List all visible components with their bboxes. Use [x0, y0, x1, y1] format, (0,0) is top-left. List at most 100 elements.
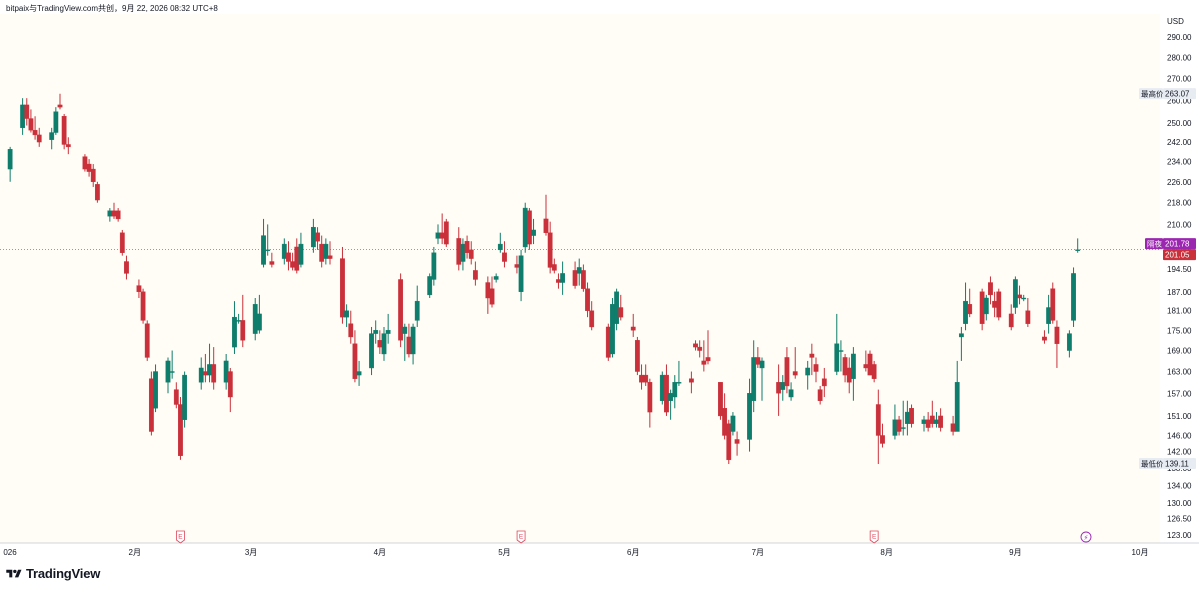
candle-down[interactable] [817, 389, 823, 401]
candle-down[interactable] [705, 357, 711, 362]
candle-down[interactable] [377, 340, 383, 348]
candle-down[interactable] [286, 252, 291, 262]
candle-up[interactable] [402, 326, 408, 334]
candle-up[interactable] [659, 374, 665, 401]
candle-down[interactable] [443, 221, 449, 245]
candle-up[interactable] [1012, 279, 1018, 308]
candle-down[interactable] [639, 374, 644, 383]
candle-down[interactable] [543, 218, 549, 233]
candle-up[interactable] [958, 333, 964, 338]
candle-up[interactable] [252, 304, 258, 334]
candle-up[interactable] [904, 411, 910, 424]
candle-up[interactable] [493, 276, 499, 280]
candle-up[interactable] [576, 267, 582, 274]
candle-up[interactable] [497, 243, 503, 251]
candle-up[interactable] [431, 252, 437, 280]
candle-down[interactable] [1008, 313, 1014, 328]
candle-down[interactable] [136, 285, 142, 292]
candle-down[interactable] [211, 364, 217, 383]
candle-down[interactable] [643, 374, 649, 383]
candle-down[interactable] [398, 279, 404, 341]
candle-down[interactable] [439, 232, 445, 239]
candle-down[interactable] [734, 439, 740, 444]
candle-up[interactable] [107, 210, 113, 217]
candle-up[interactable] [356, 371, 362, 376]
earnings-marker[interactable] [176, 530, 185, 544]
candle-up[interactable] [780, 382, 786, 390]
candle-up[interactable] [236, 320, 242, 322]
candle-down[interactable] [585, 288, 590, 311]
candle-up[interactable] [385, 330, 391, 334]
candle-up[interactable] [954, 382, 960, 432]
candle-up[interactable] [850, 353, 856, 379]
candle-down[interactable] [472, 270, 478, 280]
candle-down[interactable] [352, 343, 358, 379]
candle-down[interactable] [726, 423, 732, 461]
candle-down[interactable] [547, 232, 553, 268]
candle-down[interactable] [178, 404, 183, 456]
candle-down[interactable] [327, 255, 333, 259]
candle-down[interactable] [61, 116, 67, 145]
candle-up[interactable] [522, 207, 528, 248]
candle-up[interactable] [207, 364, 212, 376]
candle-up[interactable] [963, 300, 968, 324]
candle-down[interactable] [896, 419, 902, 432]
candle-up[interactable] [53, 111, 59, 133]
candle-up[interactable] [410, 326, 416, 355]
candle-down[interactable] [340, 258, 345, 318]
candle-down[interactable] [485, 282, 491, 299]
candle-down[interactable] [290, 261, 296, 268]
candle-down[interactable] [813, 364, 819, 372]
candle-down[interactable] [925, 419, 931, 428]
candle-up[interactable] [921, 419, 927, 424]
candle-down[interactable] [240, 320, 246, 341]
candle-down[interactable] [988, 282, 993, 296]
candle-down[interactable] [124, 261, 129, 274]
candle-down[interactable] [867, 353, 873, 376]
candle-down[interactable] [57, 104, 63, 108]
candle-down[interactable] [967, 304, 973, 315]
candle-down[interactable] [28, 118, 34, 131]
candle-down[interactable] [992, 300, 998, 308]
candle-up[interactable] [256, 313, 262, 331]
candle-down[interactable] [36, 134, 42, 143]
candle-down[interactable] [65, 144, 71, 148]
candle-up[interactable] [1071, 273, 1076, 321]
candle-down[interactable] [502, 252, 507, 262]
candle-down[interactable] [464, 241, 470, 253]
candle-down[interactable] [784, 357, 790, 387]
candle-down[interactable] [115, 210, 121, 220]
candle-up[interactable] [169, 371, 175, 373]
candle-up[interactable] [198, 367, 204, 383]
candle-down[interactable] [119, 232, 125, 253]
candle-down[interactable] [556, 279, 561, 283]
candle-up[interactable] [261, 235, 266, 265]
candle-up[interactable] [531, 229, 536, 236]
candle-down[interactable] [880, 435, 885, 444]
candle-down[interactable] [697, 346, 703, 351]
candle-up[interactable] [427, 276, 433, 296]
candle-down[interactable] [580, 270, 586, 289]
candle-up[interactable] [7, 149, 13, 170]
candle-down[interactable] [630, 326, 636, 331]
candle-down[interactable] [701, 360, 707, 365]
candle-down[interactable] [1050, 288, 1056, 321]
candle-up[interactable] [344, 310, 350, 318]
candle-up[interactable] [153, 371, 158, 409]
candle-down[interactable] [140, 291, 146, 321]
candle-down[interactable] [909, 408, 914, 424]
earnings-marker[interactable] [516, 530, 526, 544]
candle-up[interactable] [281, 243, 287, 259]
candle-down[interactable] [319, 243, 325, 262]
candle-up[interactable] [676, 382, 682, 384]
candle-down[interactable] [618, 307, 624, 318]
candle-down[interactable] [821, 378, 827, 387]
candle-down[interactable] [406, 336, 412, 355]
candle-down[interactable] [111, 210, 117, 217]
candle-down[interactable] [227, 371, 233, 398]
candle-up[interactable] [805, 367, 811, 376]
candle-up[interactable] [460, 243, 466, 262]
candle-down[interactable] [929, 415, 935, 424]
candle-down[interactable] [572, 270, 578, 286]
candle-down[interactable] [32, 129, 38, 136]
